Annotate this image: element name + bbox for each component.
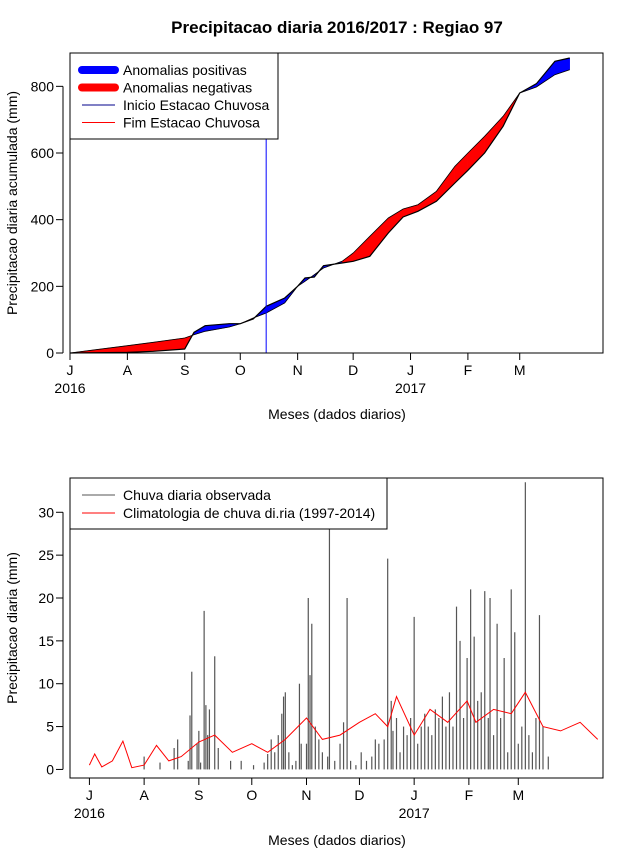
cumulative-plot-area <box>69 53 570 354</box>
daily-y-axis-label: Precipitacao diaria (mm) <box>4 552 20 704</box>
daily-y-tick-label: 10 <box>38 676 54 692</box>
observed-cumulative-line <box>69 57 570 354</box>
cumulative-x-tick-label: J <box>407 362 414 378</box>
daily-x-axis-label: Meses (dados diarios) <box>268 832 406 848</box>
daily-legend: Chuva diaria observada Climatologia de ch… <box>69 477 388 530</box>
daily-x-tick-label: N <box>301 787 311 803</box>
daily-x-tick-label: A <box>139 787 149 803</box>
daily-plot-area <box>88 482 599 770</box>
daily-x-tick-label: O <box>246 787 257 803</box>
cumulative-y-tick-label: 0 <box>46 345 54 361</box>
negative-anomaly-area <box>454 152 469 184</box>
daily-year-label: 2017 <box>399 805 430 821</box>
cumulative-x-axis-label: Meses (dados diarios) <box>268 406 406 422</box>
negative-anomaly-area <box>436 165 456 202</box>
daily-x-tick-label: F <box>465 787 474 803</box>
daily-y-tick-label: 0 <box>46 761 54 777</box>
daily-axes: J A S O N D J F M 2016 2017 0 5 10 15 20 25 30 <box>38 504 524 821</box>
daily-chart: J A S O N D J F M 2016 2017 0 5 10 15 20 25 30 Meses (dad… <box>4 477 604 848</box>
daily-legend-label: Chuva diaria observada <box>123 487 271 503</box>
negative-anomaly-area <box>388 208 404 234</box>
daily-x-tick-label: J <box>411 787 418 803</box>
cumulative-x-tick-label: A <box>123 362 133 378</box>
cumulative-x-tick-label: M <box>514 362 526 378</box>
cumulative-chart: Precipitacao diaria 2016/2017 : Regiao 9… <box>4 18 604 422</box>
cumulative-y-tick-label: 600 <box>31 145 55 161</box>
cumulative-year-label: 2017 <box>395 380 426 396</box>
cumulative-legend-label: Anomalias negativas <box>123 80 252 96</box>
cumulative-y-tick-label: 400 <box>31 212 55 228</box>
cumulative-x-tick-label: N <box>293 362 303 378</box>
climatology-daily-line <box>88 691 599 769</box>
cumulative-year-label: 2016 <box>54 380 85 396</box>
daily-x-tick-label: S <box>194 787 203 803</box>
climatology-cumulative-line <box>69 69 570 354</box>
cumulative-x-tick-label: J <box>67 362 74 378</box>
daily-x-tick-label: M <box>512 787 524 803</box>
daily-legend-label: Climatologia de chuva di.ria (1997-2014) <box>123 505 375 521</box>
daily-y-tick-label: 25 <box>38 547 54 563</box>
daily-year-label: 2016 <box>74 805 105 821</box>
cumulative-chart-title: Precipitacao diaria 2016/2017 : Regiao 9… <box>171 18 503 37</box>
daily-x-tick-label: D <box>354 787 364 803</box>
cumulative-x-tick-label: D <box>348 362 358 378</box>
daily-y-tick-label: 30 <box>38 504 54 520</box>
negative-anomaly-area <box>484 115 504 154</box>
cumulative-legend: Anomalias positivas Anomalias negativasIn… <box>69 52 279 140</box>
negative-anomaly-area <box>417 190 437 212</box>
cumulative-y-tick-label: 200 <box>31 278 55 294</box>
negative-anomaly-area <box>467 135 485 171</box>
daily-y-tick-label: 20 <box>38 590 54 606</box>
daily-y-tick-label: 15 <box>38 633 54 649</box>
cumulative-legend-label: Anomalias positivas <box>123 62 247 78</box>
cumulative-x-tick-label: O <box>235 362 246 378</box>
daily-x-tick-label: J <box>86 787 93 803</box>
cumulative-y-tick-label: 800 <box>31 78 55 94</box>
cumulative-x-tick-label: F <box>464 362 473 378</box>
cumulative-axes: J A S O N D J F M 2016 2017 0 200 400 600 800 <box>31 78 526 396</box>
cumulative-x-tick-label: S <box>180 362 189 378</box>
cumulative-legend-label: Inicio Estacao Chuvosa <box>123 97 270 113</box>
daily-y-tick-label: 5 <box>46 719 54 735</box>
cumulative-legend-label: Fim Estacao Chuvosa <box>123 115 260 131</box>
cumulative-y-axis-label: Precipitacao diaria acumulada (mm) <box>4 91 20 315</box>
daily-legend-box <box>69 477 388 530</box>
